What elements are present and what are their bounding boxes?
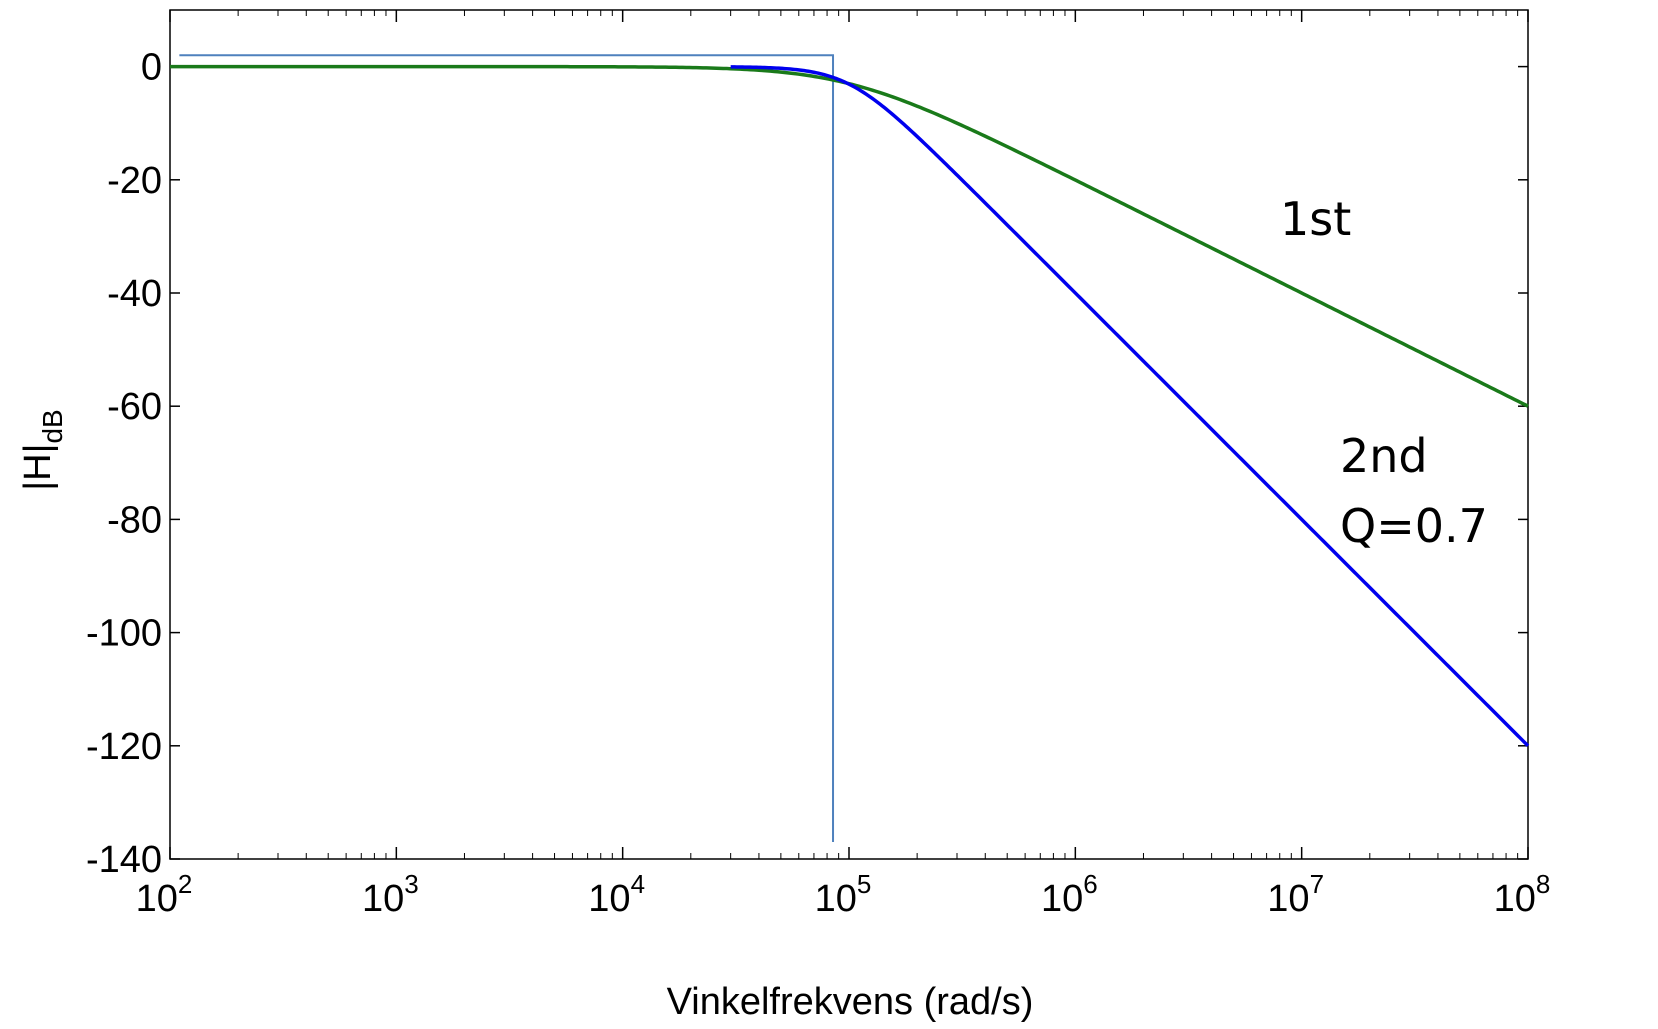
svg-text:|H|dB: |H|dB bbox=[17, 409, 68, 490]
x-axis-ticks: 102 103 104 105 106 107 108 bbox=[136, 10, 1551, 920]
cutoff-marker-line bbox=[179, 54, 835, 843]
series-line-2 bbox=[730, 65, 1530, 748]
x-tick-label: 102 bbox=[136, 869, 193, 920]
y-tick-label: -20 bbox=[107, 160, 162, 202]
series-label-1: 1st bbox=[1280, 192, 1351, 246]
x-tick-label: 108 bbox=[1494, 869, 1551, 920]
x-tick-label: 105 bbox=[815, 869, 872, 920]
x-tick-label: 107 bbox=[1267, 869, 1324, 920]
y-tick-label: -80 bbox=[107, 499, 162, 541]
plot-frame bbox=[169, 9, 1529, 860]
y-tick-label: -60 bbox=[107, 386, 162, 428]
x-tick-label: 104 bbox=[588, 869, 645, 920]
y-tick-label: -100 bbox=[86, 613, 162, 655]
x-axis-label: Vinkelfrekvens (rad/s) bbox=[667, 981, 1034, 1023]
series-annotations: 1st 2nd Q=0.7 bbox=[1280, 192, 1488, 553]
y-tick-label: 0 bbox=[141, 47, 162, 89]
y-axis-label-subscript: dB bbox=[37, 409, 68, 443]
y-tick-label: -40 bbox=[107, 273, 162, 315]
cutoff-marker-box bbox=[179, 54, 835, 843]
y-axis-ticks: 0 -20 -40 -60 -80 -100 -120 -140 bbox=[86, 47, 1528, 881]
plot-border bbox=[169, 9, 1529, 860]
series-lines bbox=[170, 64, 1530, 748]
x-tick-label: 103 bbox=[362, 869, 419, 920]
y-tick-label: -120 bbox=[86, 726, 162, 768]
y-axis-label-main: |H| bbox=[17, 444, 59, 491]
x-tick-label: 106 bbox=[1041, 869, 1098, 920]
y-tick-label: -140 bbox=[86, 839, 162, 881]
series-label-2: 2nd Q=0.7 bbox=[1340, 429, 1488, 553]
y-axis-label: |H|dB bbox=[17, 409, 68, 490]
